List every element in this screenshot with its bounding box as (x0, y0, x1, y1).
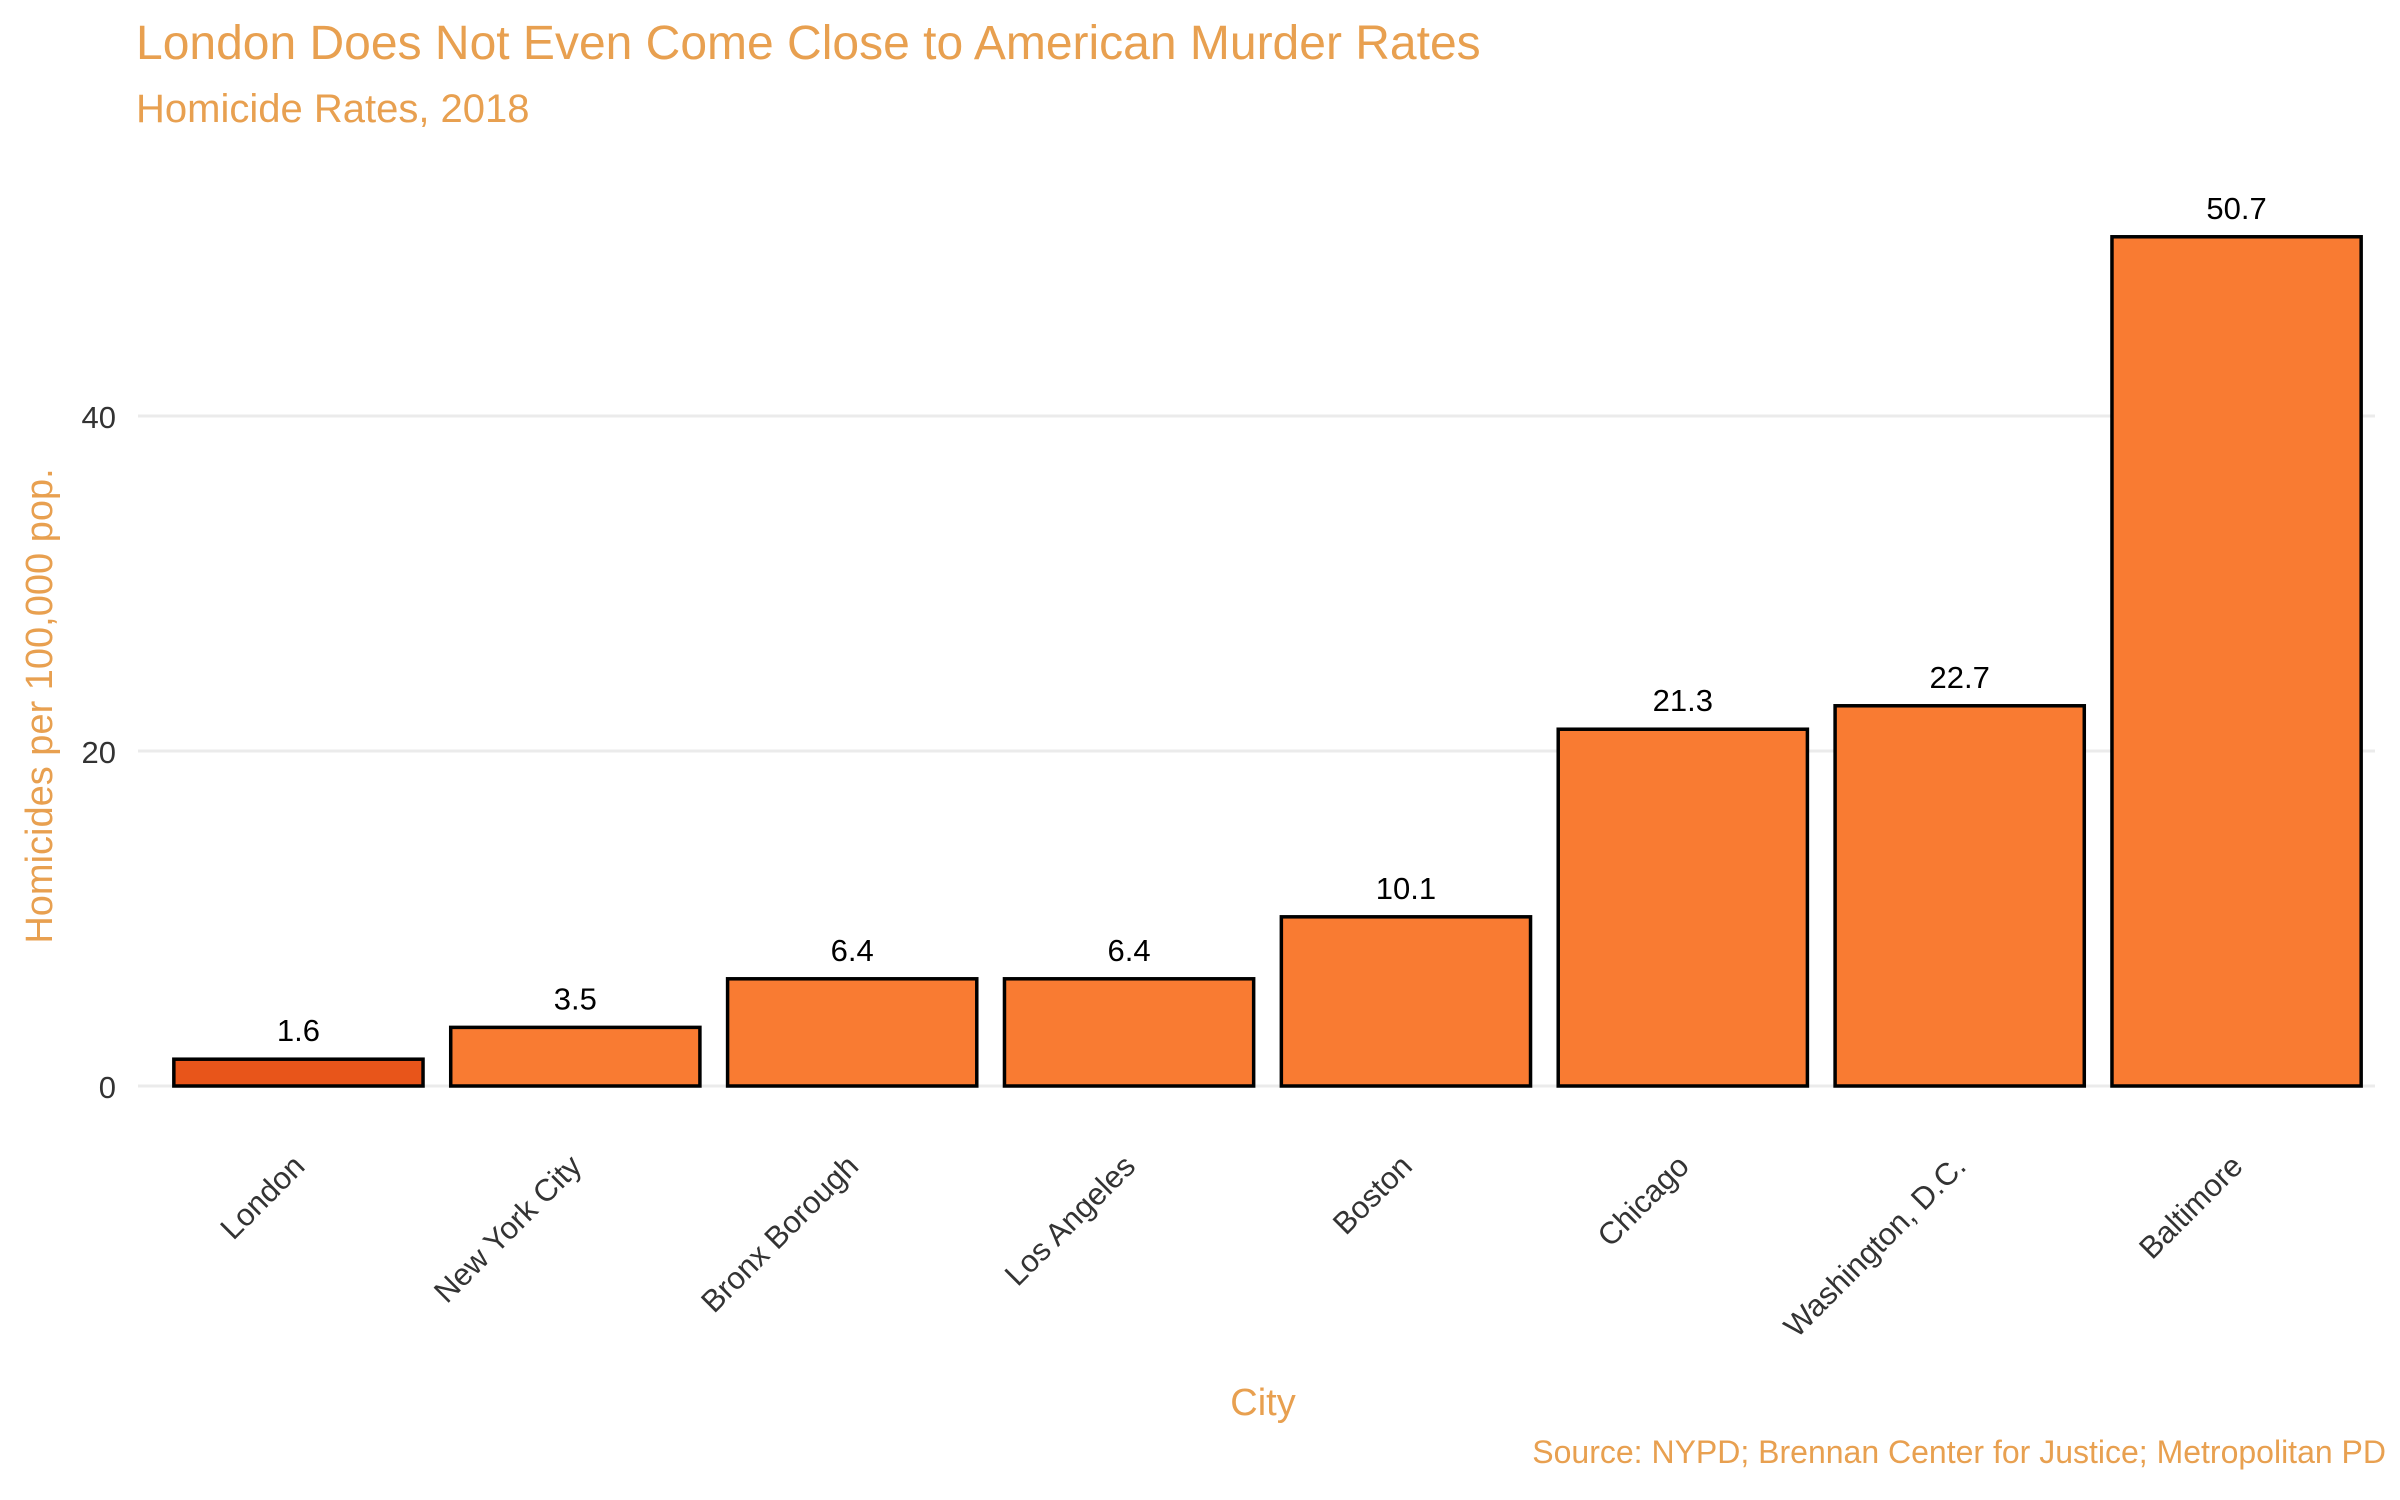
x-tick-label: New York City (427, 1148, 589, 1310)
bars (172, 235, 2363, 1088)
bar-london (172, 1057, 425, 1088)
bar-chicago (1556, 727, 1810, 1088)
x-tick-label: Chicago (1591, 1148, 1696, 1253)
data-label: 3.5 (554, 981, 597, 1016)
data-label: 6.4 (831, 933, 874, 968)
y-axis-ticks: 0 20 40 (82, 400, 116, 1105)
y-tick-label: 20 (82, 735, 116, 770)
bar-baltimore (2110, 235, 2363, 1088)
bar-new-york-city (448, 1025, 702, 1088)
x-axis-ticks: London New York City Bronx Borough Los Ange… (213, 1148, 2249, 1344)
data-label: 22.7 (1930, 660, 1990, 695)
x-tick-label: Boston (1326, 1148, 1419, 1241)
data-label: 50.7 (2206, 191, 2266, 226)
x-tick-label: Bronx Borough (694, 1148, 865, 1319)
data-label: 10.1 (1376, 871, 1436, 906)
chart-title: London Does Not Even Come Close to Ameri… (136, 17, 1481, 70)
y-axis-title: Homicides per 100,000 pop. (19, 468, 61, 943)
bar-los-angeles (1002, 977, 1256, 1088)
x-tick-label: Los Angeles (998, 1148, 1142, 1292)
x-tick-label: Baltimore (2132, 1148, 2249, 1265)
data-labels: 1.6 3.5 6.4 6.4 10.1 21.3 22.7 50.7 (277, 191, 2267, 1048)
x-tick-label: London (213, 1148, 311, 1246)
bar-bronx-borough (725, 977, 979, 1088)
chart-subtitle: Homicide Rates, 2018 (136, 87, 530, 131)
y-tick-label: 0 (99, 1070, 116, 1105)
x-axis-title: City (1230, 1382, 1295, 1424)
x-tick-label: Washington, D.C. (1777, 1148, 1973, 1344)
data-label: 21.3 (1653, 683, 1713, 718)
data-label: 6.4 (1108, 933, 1151, 968)
y-tick-label: 40 (82, 400, 116, 435)
bar-boston (1279, 915, 1533, 1088)
bar-washington-d-c (1833, 704, 2087, 1088)
chart-caption: Source: NYPD; Brennan Center for Justice… (1532, 1434, 2386, 1470)
data-label: 1.6 (277, 1013, 320, 1048)
